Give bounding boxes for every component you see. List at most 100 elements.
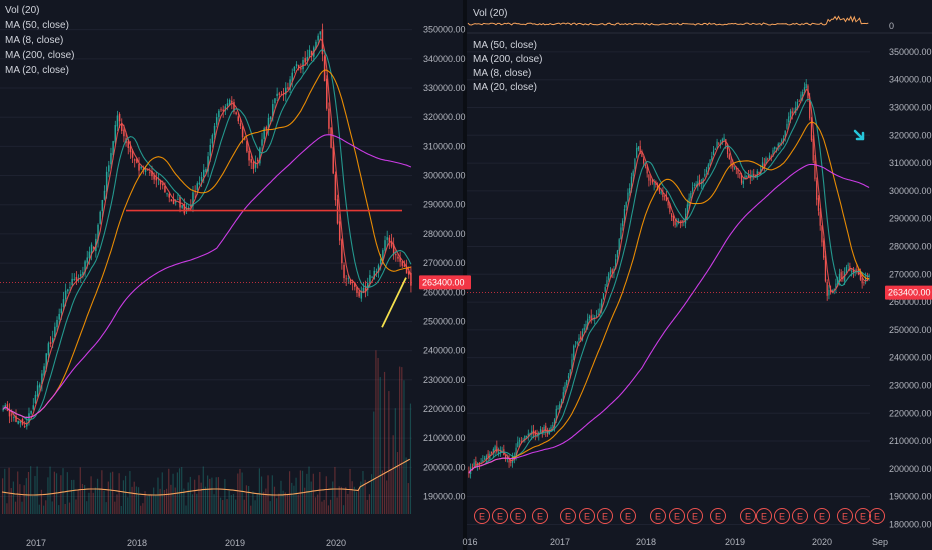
candle-body	[39, 384, 41, 388]
candle-body	[805, 84, 807, 88]
candle-body	[220, 109, 222, 111]
candle-body	[272, 104, 274, 117]
candle-body	[863, 282, 865, 283]
pane-separator[interactable]	[463, 0, 467, 550]
candle-body	[67, 289, 69, 292]
price-badge	[419, 275, 471, 290]
volume-bar	[237, 473, 239, 514]
candle-body	[774, 146, 776, 150]
earnings-marker-label: E	[602, 512, 608, 522]
candle-body	[620, 227, 622, 240]
candle-body	[753, 173, 755, 177]
candle-body	[798, 101, 800, 102]
candle-body	[782, 138, 785, 141]
volume-bar	[163, 489, 166, 514]
candle-body	[226, 103, 229, 107]
indicator-label: MA (200, close)	[5, 50, 74, 61]
candle-body	[480, 462, 482, 464]
x-tick-label: 2017	[26, 538, 46, 548]
candle-body	[54, 326, 56, 338]
candle-body	[823, 240, 825, 258]
earnings-marker	[510, 508, 526, 524]
candle-body	[716, 141, 718, 148]
earnings-marker-label: E	[692, 512, 698, 522]
candle-body	[657, 184, 659, 190]
candle-body	[228, 99, 231, 105]
y-tick-label: 180000.00	[889, 519, 932, 529]
volume-axis-label: 0	[889, 21, 894, 31]
candle-body	[209, 144, 211, 156]
candle-body	[524, 435, 526, 440]
candle-body	[765, 158, 767, 164]
volume-bar	[248, 486, 250, 514]
volume-bar	[349, 468, 351, 514]
candle-body	[758, 171, 760, 174]
candle-body	[259, 147, 261, 164]
volume-bar	[409, 403, 412, 514]
volume-bar	[45, 500, 47, 514]
candle-body	[851, 271, 853, 273]
candle-body	[648, 174, 650, 181]
y-tick-label: 350000.00	[423, 25, 466, 35]
candle-body	[384, 240, 386, 251]
y-tick-label: 210000.00	[889, 436, 932, 446]
volume-bar	[228, 490, 230, 514]
volume-bar	[289, 471, 291, 514]
candle-body	[10, 414, 13, 416]
candle-body	[721, 139, 723, 144]
candle-body	[763, 163, 765, 166]
volume-bar	[338, 486, 340, 514]
candle-body	[71, 278, 73, 285]
earnings-marker-label: E	[761, 512, 767, 522]
volume-bar	[321, 501, 323, 514]
candle-body	[51, 337, 54, 343]
earnings-marker	[756, 508, 772, 524]
candle-body	[576, 342, 578, 344]
volume-bar	[68, 502, 71, 514]
y-tick-label: 200000.00	[889, 464, 932, 474]
candle-body	[239, 123, 242, 127]
y-tick-label: 300000.00	[423, 171, 466, 181]
candle-body	[203, 169, 205, 178]
candle-body	[569, 369, 571, 376]
volume-bar	[135, 486, 137, 514]
candle-body	[358, 291, 360, 297]
candle-body	[373, 270, 375, 279]
volume-bar	[396, 452, 399, 514]
volume-bar	[295, 477, 297, 514]
candle-body	[330, 127, 332, 148]
volume-bar	[362, 471, 364, 514]
candle-body	[712, 150, 715, 156]
candle-body	[164, 185, 166, 193]
x-tick-label: 2018	[127, 538, 147, 548]
volume-bar	[84, 485, 86, 514]
earnings-marker-label: E	[515, 512, 521, 522]
volume-bar	[51, 501, 53, 514]
candle-body	[267, 117, 270, 129]
y-tick-label: 340000.00	[423, 54, 466, 64]
candle-body	[543, 426, 545, 432]
candle-body	[730, 160, 732, 166]
volume-bar	[219, 497, 222, 514]
candle-body	[567, 375, 570, 379]
candle-body	[237, 116, 240, 122]
candle-body	[13, 417, 15, 418]
volume-bar	[291, 482, 293, 514]
candle-body	[32, 405, 35, 410]
candle-body	[784, 130, 786, 138]
volume-bar	[392, 435, 394, 514]
volume-bar	[358, 488, 360, 514]
candle-body	[667, 201, 669, 206]
x-tick-label: 2017	[550, 537, 570, 547]
volume-bar	[245, 485, 248, 514]
candle-body	[761, 162, 764, 170]
volume-bar	[185, 505, 187, 514]
candle-body	[2, 409, 4, 411]
volume-bar	[88, 492, 90, 514]
candle-body	[136, 158, 138, 163]
volume-bar	[118, 473, 120, 514]
candle-body	[155, 177, 158, 181]
candle-body	[601, 299, 603, 311]
candle-body	[788, 116, 790, 123]
